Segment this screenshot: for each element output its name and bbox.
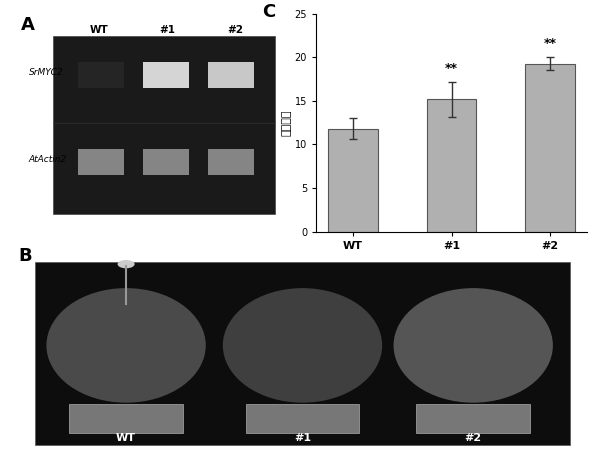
Bar: [143, 62, 189, 88]
Text: **: **: [543, 37, 556, 50]
Ellipse shape: [223, 288, 382, 403]
Bar: [208, 62, 254, 88]
Text: #2: #2: [465, 433, 482, 444]
Bar: [328, 129, 377, 232]
Text: B: B: [18, 247, 32, 265]
Bar: [69, 404, 183, 433]
Bar: [208, 149, 254, 175]
Ellipse shape: [394, 288, 553, 403]
Text: AtActin2: AtActin2: [29, 155, 67, 164]
Text: #2: #2: [227, 25, 243, 35]
Text: A: A: [21, 16, 35, 34]
Ellipse shape: [46, 288, 206, 403]
Text: #1: #1: [159, 25, 175, 35]
Bar: [416, 404, 530, 433]
Bar: [525, 63, 574, 232]
Text: WT: WT: [116, 433, 136, 444]
Text: C: C: [262, 3, 275, 21]
Y-axis label: 总叶片数: 总叶片数: [282, 109, 292, 136]
Bar: [53, 36, 276, 214]
Text: SrMYC2: SrMYC2: [29, 68, 63, 77]
Bar: [78, 62, 123, 88]
Bar: [427, 99, 476, 232]
Bar: [246, 404, 359, 433]
Ellipse shape: [117, 260, 135, 269]
Text: WT: WT: [90, 25, 108, 35]
Bar: [35, 262, 570, 445]
Text: **: **: [445, 62, 458, 75]
Bar: [78, 149, 123, 175]
Bar: [143, 149, 189, 175]
Text: #1: #1: [294, 433, 311, 444]
